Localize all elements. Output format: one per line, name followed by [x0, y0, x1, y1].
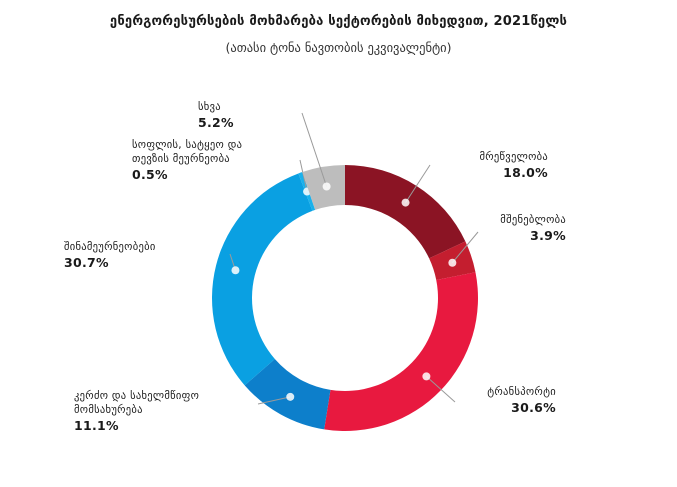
leader-line-services — [257, 396, 291, 405]
label-households-value: 30.7% — [64, 255, 109, 270]
leader-line-industry — [405, 164, 431, 203]
chart-title: ენერგორესურსების მოხმარება სექტორების მი… — [109, 14, 568, 29]
leader-line-agriculture — [299, 159, 308, 192]
leader-line-construction — [451, 231, 479, 264]
slice-dot-services — [286, 392, 295, 401]
label-transport-name: ტრანსპორტი — [487, 386, 556, 398]
chart-subtitle: (ათასი ტონა ნავთობის ეკვივალენტი) — [225, 40, 452, 55]
label-services-line2: მომსახურება — [74, 404, 143, 416]
label-agriculture-value: 0.5% — [132, 167, 168, 182]
label-households-name: შინამეურნეობები — [64, 241, 156, 253]
slice-households — [212, 173, 313, 386]
label-agriculture-line1: სოფლის, სატყეო და — [132, 139, 243, 151]
slice-dot-transport — [422, 372, 431, 381]
label-industry-name: მრეწველობა — [479, 151, 548, 163]
label-transport-value: 30.6% — [511, 400, 556, 415]
slice-transport — [324, 272, 479, 431]
slice-dot-households — [231, 266, 240, 275]
label-construction: მშენებლობა 3.9% — [470, 213, 566, 243]
label-services-value: 11.1% — [74, 418, 119, 433]
label-other-value: 5.2% — [198, 115, 234, 130]
label-industry: მრეწველობა 18.0% — [440, 150, 548, 180]
leader-line-other — [301, 112, 328, 187]
label-other-name: სხვა — [198, 101, 221, 113]
slice-industry — [345, 165, 466, 259]
slice-dot-other — [322, 182, 331, 191]
label-agriculture: სოფლის, სატყეო და თევზის მეურნეობა 0.5% — [132, 138, 242, 182]
label-services-line1: კერძო და სახელმწიფო — [74, 390, 200, 402]
label-industry-value: 18.0% — [503, 165, 548, 180]
label-other: სხვა 5.2% — [198, 100, 234, 130]
label-agriculture-line2: თევზის მეურნეობა — [132, 153, 230, 165]
slice-dot-industry — [401, 198, 410, 207]
slice-dot-construction — [448, 258, 457, 267]
label-households: შინამეურნეობები 30.7% — [64, 240, 156, 270]
label-construction-value: 3.9% — [530, 228, 566, 243]
label-transport: ტრანსპორტი 30.6% — [452, 385, 556, 415]
label-construction-name: მშენებლობა — [500, 214, 566, 226]
label-services: კერძო და სახელმწიფო მომსახურება 11.1% — [74, 389, 199, 433]
leader-line-transport — [426, 376, 456, 403]
